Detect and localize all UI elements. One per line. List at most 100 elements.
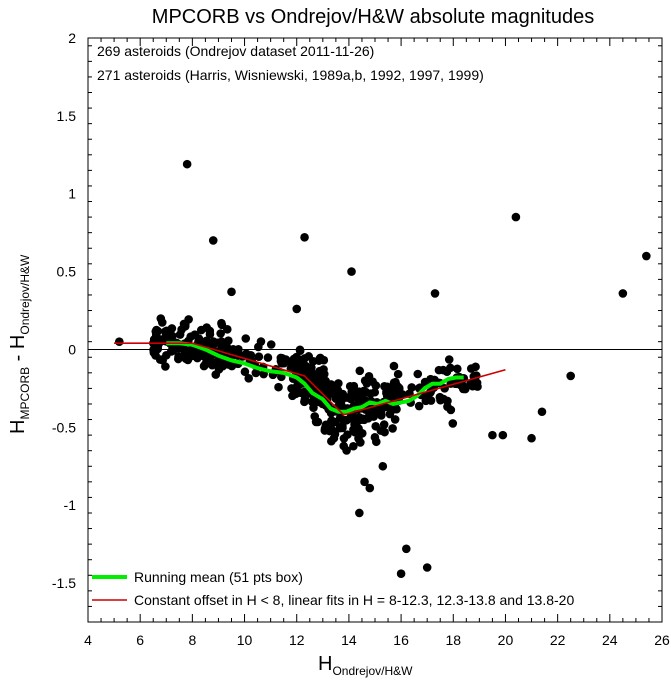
scatter-point <box>201 354 211 363</box>
scatter-point <box>157 318 167 327</box>
y-axis-label-main2: H <box>7 335 29 349</box>
y-tick-label: -0.5 <box>52 419 76 435</box>
x-tick-label: 12 <box>289 632 305 648</box>
scatter-point <box>322 386 331 395</box>
scatter-point <box>360 477 369 487</box>
scatter-point <box>215 358 224 368</box>
scatter-point <box>349 441 358 451</box>
y-axis-label-subscript: MPCORB <box>18 367 32 420</box>
scatter-point <box>328 382 337 391</box>
y-tick-label: 0.5 <box>57 264 77 280</box>
axis-ticks: 4 6 8 10 12 14 16 18 20 22 24 26 -1.5 -1 -0.5 0 0.5 1 1.5 2 <box>52 30 670 648</box>
scatter-point <box>266 340 276 349</box>
scatter-point <box>453 364 462 374</box>
y-axis-label-subscript2: Ondrejov/H&W <box>18 254 32 335</box>
y-tick-label: 1.5 <box>57 108 77 124</box>
scatter-point <box>115 337 124 346</box>
scatter-point <box>279 358 289 368</box>
scatter-point <box>354 415 364 424</box>
scatter-point <box>254 342 263 352</box>
scatter-point <box>202 323 211 332</box>
plot-frame <box>87 37 663 623</box>
x-tick-label: 20 <box>498 632 514 648</box>
scatter-point <box>421 396 431 406</box>
scatter-point <box>156 335 166 344</box>
scatter-point <box>388 424 397 433</box>
scatter-point <box>360 387 369 397</box>
y-tick-label: 1 <box>68 186 76 202</box>
scatter-point <box>466 379 475 389</box>
scatter-point <box>241 334 251 343</box>
scatter-point <box>439 394 448 404</box>
scatter-point <box>314 375 323 385</box>
y-axis-label-dash: - <box>7 349 29 367</box>
scatter-point <box>211 370 221 379</box>
scatter-point <box>471 362 480 372</box>
scatter-point <box>355 366 365 376</box>
scatter-point <box>338 391 348 401</box>
annotation-harris: 271 asteroids (Harris, Wisniewski, 1989a… <box>97 67 484 83</box>
scatter-point <box>342 446 351 455</box>
x-tick-label: 16 <box>393 632 409 648</box>
linear-fit-line <box>114 342 506 416</box>
y-tick-label: -1.5 <box>52 575 76 591</box>
scatter-point <box>195 349 204 359</box>
scatter-point <box>326 417 336 427</box>
chart-title: MPCORB vs Ondrejov/H&W absolute magnitud… <box>152 6 594 28</box>
scatter-point <box>274 382 283 392</box>
x-tick-label: 6 <box>136 632 144 648</box>
scatter-point <box>292 382 302 391</box>
scatter-point <box>340 415 350 425</box>
x-tick-label: 24 <box>602 632 618 648</box>
scatter-point <box>444 355 454 364</box>
x-tick-label: 18 <box>445 632 461 648</box>
scatter-point <box>376 407 386 417</box>
scatter-point <box>349 381 359 391</box>
y-tick-label: 2 <box>68 30 76 46</box>
scatter-point <box>292 304 302 314</box>
scatter-point <box>180 322 190 331</box>
y-tick-label: -1 <box>64 497 77 513</box>
scatter-point <box>448 419 458 428</box>
scatter-point <box>393 369 403 379</box>
scatter-point <box>307 397 317 407</box>
scatter-point <box>182 159 192 169</box>
scatter-point <box>370 433 380 442</box>
running-mean-line <box>166 341 464 414</box>
scatter-point <box>370 387 380 397</box>
scatter-point <box>227 287 236 297</box>
scatter-point <box>369 408 379 418</box>
x-tick-label: 22 <box>550 632 566 648</box>
scatter-point <box>402 544 411 554</box>
scatter-point <box>314 383 323 392</box>
scatter-point <box>331 394 341 404</box>
scatter-point <box>378 461 388 471</box>
scatter-point <box>566 371 575 381</box>
scatter-point <box>642 251 651 261</box>
scatter-point <box>153 326 163 336</box>
scatter-point <box>362 379 372 388</box>
scatter-point <box>430 289 440 298</box>
scatter-point <box>217 337 227 346</box>
scatter-point <box>149 335 159 344</box>
scatter-point <box>263 353 273 362</box>
scatter-point <box>380 427 389 437</box>
scatter-point <box>446 363 455 373</box>
scatter-point <box>199 361 209 371</box>
annotation-ondrejov: 269 asteroids (Ondrejov dataset 2011-11-… <box>97 43 374 59</box>
scatter-point <box>459 382 468 392</box>
scatter-point <box>327 436 336 446</box>
scatter-point <box>414 401 424 411</box>
scatter-point <box>446 405 456 415</box>
scatter-point <box>396 569 406 579</box>
scatter-point <box>346 394 356 404</box>
scatter-point <box>434 365 444 375</box>
scatter-point <box>202 336 211 346</box>
scatter-point <box>320 426 330 435</box>
scatter-point <box>422 563 432 572</box>
legend: Running mean (51 pts box) Constant offse… <box>92 569 574 608</box>
scatter-point <box>355 508 364 518</box>
x-tick-label: 14 <box>341 632 357 648</box>
scatter-point <box>254 352 264 362</box>
